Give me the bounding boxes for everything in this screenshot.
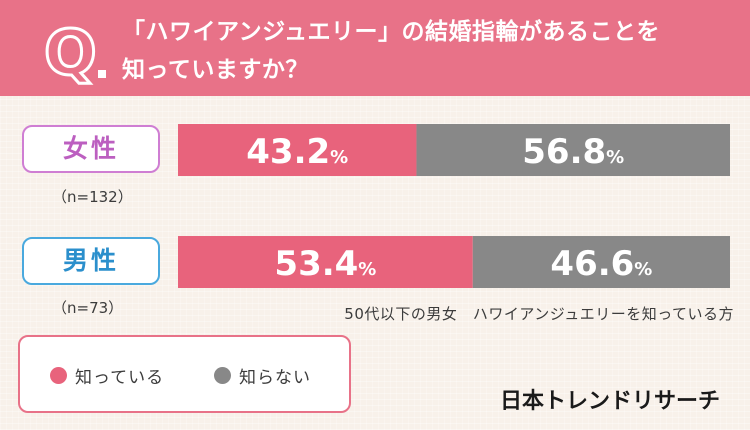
legend-item-unaware: 知らない <box>214 363 311 388</box>
data-label-female-aware: 43.2% <box>246 132 348 172</box>
legend-item-aware: 知っている <box>50 363 164 388</box>
svg-text:Q: Q <box>44 16 97 88</box>
legend-swatch-aware <box>50 367 67 384</box>
brand-logo: 日本トレンドリサーチ <box>499 389 720 414</box>
sample-size-female: （n=132） <box>52 188 133 206</box>
footnote: 50代以下の男女 ハワイアンジュエリーを知っている方 <box>344 305 734 323</box>
bar-female-aware <box>178 124 417 176</box>
legend: 知っている 知らない <box>18 335 351 413</box>
bar-male-aware <box>178 236 473 288</box>
q-letter-icon: Q <box>43 15 106 88</box>
legend-swatch-unaware <box>214 367 231 384</box>
data-label-female-unaware: 56.8% <box>522 132 624 172</box>
question-text-line1: 「ハワイアンジュエリー」の結婚指輪があることを <box>122 19 660 45</box>
bar-female-unaware <box>416 124 730 176</box>
legend-label-unaware: 知らない <box>239 368 311 388</box>
data-label-male-aware: 53.4% <box>274 244 376 284</box>
group-label-male: 男性 <box>22 237 160 285</box>
group-label-female: 女性 <box>22 125 160 173</box>
sample-size-male: （n=73） <box>52 299 124 317</box>
data-label-male-unaware: 46.6% <box>550 244 652 284</box>
question-header: Q 「ハワイアンジュエリー」の結婚指輪があることを 知っていますか？ <box>0 0 750 96</box>
legend-label-aware: 知っている <box>75 368 165 388</box>
question-text-line2: 知っていますか？ <box>122 57 309 83</box>
bar-male-unaware <box>472 236 730 288</box>
